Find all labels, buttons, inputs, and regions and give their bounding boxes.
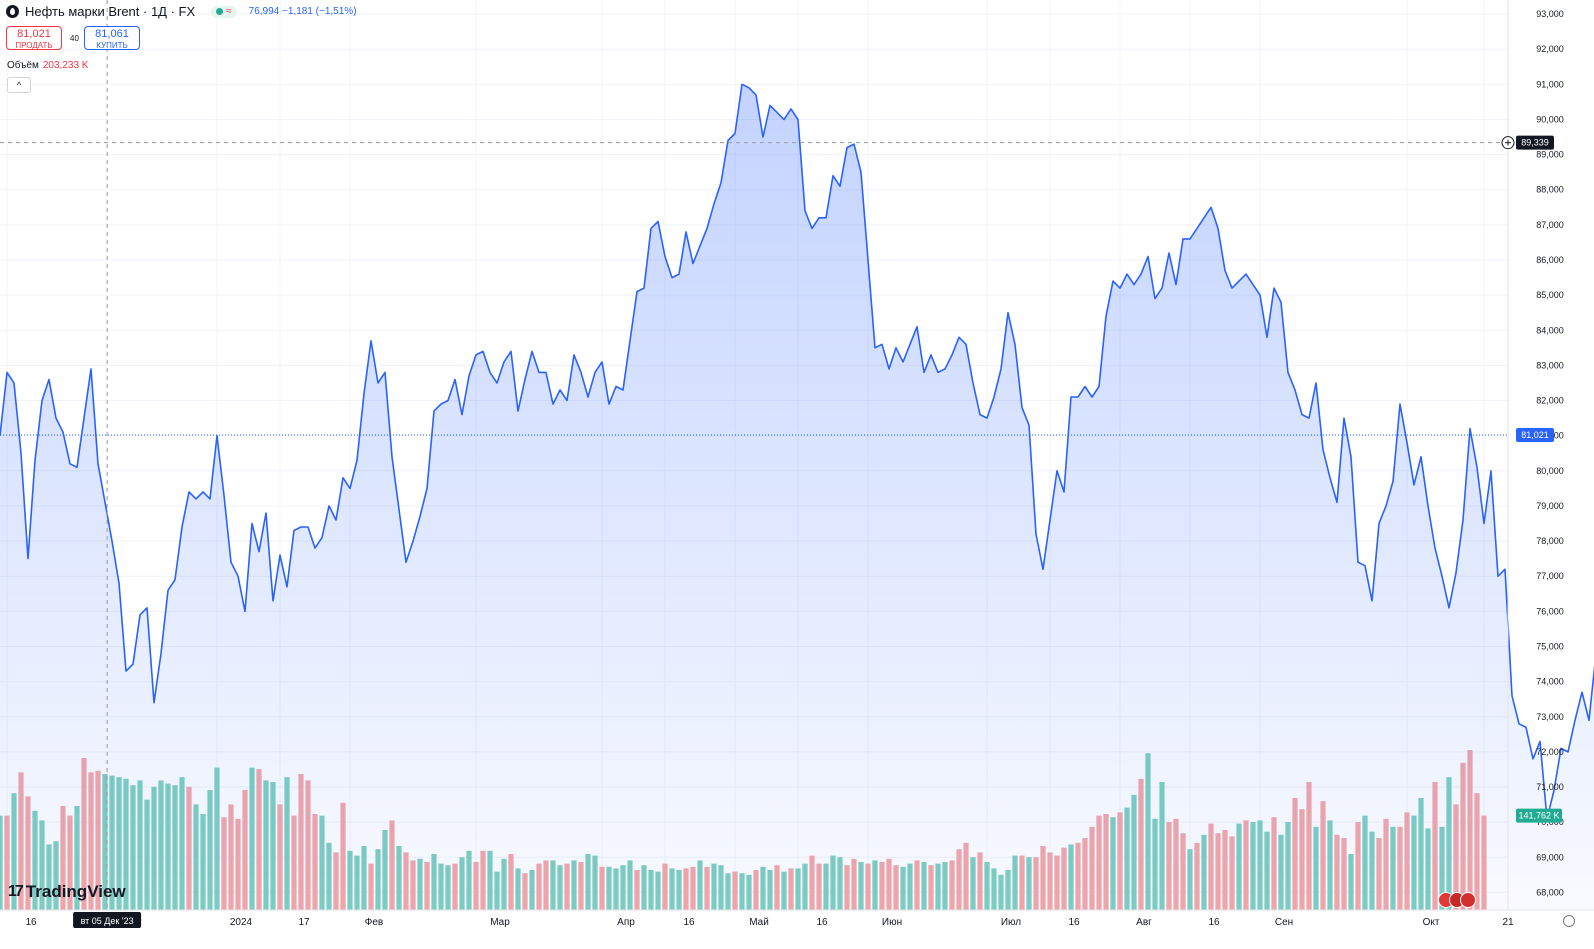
x-tick-label: 16 xyxy=(1208,917,1220,928)
x-tick-label: Окт xyxy=(1423,917,1440,928)
y-tick-label: 83,000 xyxy=(1536,360,1564,370)
y-tick-label: 73,000 xyxy=(1536,712,1564,722)
x-tick-label: 16 xyxy=(683,917,695,928)
settings-icon[interactable] xyxy=(1563,915,1575,927)
x-tick-label: 16 xyxy=(816,917,828,928)
x-tick-label: 21 xyxy=(1502,917,1514,928)
price-area xyxy=(0,84,1594,910)
y-tick-label: 90,000 xyxy=(1536,114,1564,124)
buy-button[interactable]: 81,061 КУПИТЬ xyxy=(84,26,140,50)
buy-price: 81,061 xyxy=(95,28,129,40)
price-line[interactable] xyxy=(0,83,1594,820)
tradingview-logo[interactable]: 17 TradingView xyxy=(8,882,126,902)
crosshair-date-text: вт 05 Дек '23 xyxy=(81,916,134,926)
crosshair-date-tag: вт 05 Дек '23 xyxy=(73,912,142,928)
last-price-tag: 81,021 xyxy=(1516,427,1554,442)
flag-icon xyxy=(1460,892,1476,908)
x-tick-label: 16 xyxy=(1068,917,1080,928)
oil-drop-icon xyxy=(6,5,19,18)
y-tick-label: 76,000 xyxy=(1536,606,1564,616)
x-tick-label: Сен xyxy=(1275,917,1293,928)
y-tick-label: 87,000 xyxy=(1536,220,1564,230)
y-tick-label: 92,000 xyxy=(1536,44,1564,54)
market-open-icon xyxy=(216,8,224,15)
x-tick-label: Апр xyxy=(617,917,635,928)
y-tick-label: 69,000 xyxy=(1536,852,1564,862)
collapse-legend-button[interactable]: ^ xyxy=(7,77,31,93)
sell-price: 81,021 xyxy=(17,28,51,40)
x-tick-label: 2024 xyxy=(230,917,253,928)
x-tick-label: Июн xyxy=(882,917,902,928)
crosshair-price-tag-text: 89,339 xyxy=(1521,138,1549,148)
symbol-header: Нефть марки Brent · 1Д · FX ≈ 76,994 −1,… xyxy=(6,4,357,19)
y-tick-label: 75,000 xyxy=(1536,641,1564,651)
currency-flags[interactable] xyxy=(1438,892,1476,908)
y-tick-label: 84,000 xyxy=(1536,325,1564,335)
spread-value: 40 xyxy=(70,34,79,43)
y-tick-label: 86,000 xyxy=(1536,255,1564,265)
x-tick-label: 17 xyxy=(298,917,310,928)
y-tick-label: 88,000 xyxy=(1536,185,1564,195)
y-tick-label: 72,000 xyxy=(1536,747,1564,757)
sell-button[interactable]: 81,021 ПРОДАТЬ xyxy=(6,26,62,50)
market-status[interactable]: ≈ xyxy=(211,5,237,18)
volume-legend: Объём 203,233 K xyxy=(7,60,88,71)
x-tick-label: 16 xyxy=(25,917,37,928)
wave-icon: ≈ xyxy=(226,5,232,17)
ohlc-readout: 76,994 −1,181 (−1,51%) xyxy=(248,6,357,17)
x-tick-label: Фев xyxy=(365,917,383,928)
tradingview-logo-icon: 17 xyxy=(8,883,24,900)
y-tick-label: 68,000 xyxy=(1536,887,1564,897)
volume-label: Объём xyxy=(7,60,39,71)
last-volume-tag-text: 141,762 K xyxy=(1518,811,1559,821)
crosshair-price-tag: 89,339 xyxy=(1516,135,1554,150)
sell-label: ПРОДАТЬ xyxy=(15,41,53,50)
last-volume-tag: 141,762 K xyxy=(1516,808,1562,823)
buy-label: КУПИТЬ xyxy=(96,41,128,50)
y-tick-label: 71,000 xyxy=(1536,782,1564,792)
y-tick-label: 79,000 xyxy=(1536,501,1564,511)
y-tick-label: 74,000 xyxy=(1536,677,1564,687)
y-tick-label: 82,000 xyxy=(1536,396,1564,406)
y-tick-label: 93,000 xyxy=(1536,9,1564,19)
y-tick-label: 91,000 xyxy=(1536,79,1564,89)
x-tick-label: Май xyxy=(749,917,769,928)
symbol-title[interactable]: Нефть марки Brent · 1Д · FX xyxy=(25,4,196,19)
y-tick-label: 77,000 xyxy=(1536,571,1564,581)
y-tick-label: 80,000 xyxy=(1536,466,1564,476)
x-tick-label: Мар xyxy=(490,917,510,928)
volume-value: 203,233 K xyxy=(42,60,89,71)
x-tick-label: Авг xyxy=(1136,917,1152,928)
x-tick-label: Июл xyxy=(1001,917,1021,928)
y-tick-label: 78,000 xyxy=(1536,536,1564,546)
last-price-tag-text: 81,021 xyxy=(1521,430,1549,440)
y-tick-label: 85,000 xyxy=(1536,290,1564,300)
y-tick-label: 89,000 xyxy=(1536,150,1564,160)
tradingview-logo-text: TradingView xyxy=(25,882,126,901)
